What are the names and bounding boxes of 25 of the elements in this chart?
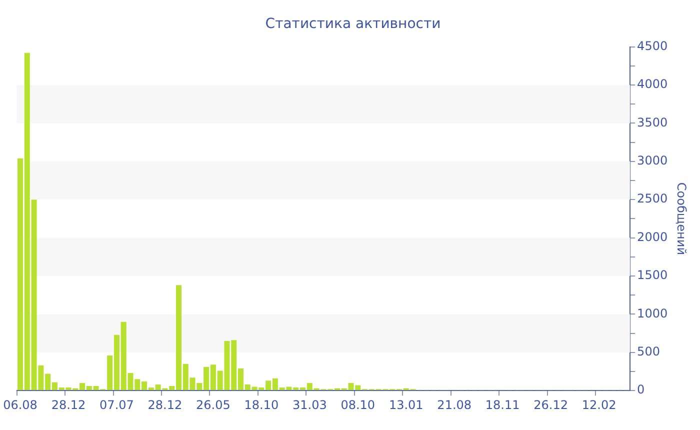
y-tick-label: 4500 — [637, 38, 668, 53]
y-tick-label: 3000 — [637, 154, 668, 168]
y-tick-label: 1500 — [637, 268, 668, 282]
x-tick-label: 18.10 — [244, 398, 279, 412]
x-tick-label: 12.02 — [582, 398, 616, 412]
chart-title: Статистика активности — [265, 16, 441, 32]
y-tick-label: 0 — [637, 382, 645, 397]
x-tick-label: 28.12 — [148, 398, 182, 412]
y-tick-label: 2000 — [637, 230, 668, 244]
y-tick-label: 4000 — [637, 77, 668, 92]
y-tick-label: 500 — [637, 344, 660, 359]
x-tick-label: 28.12 — [51, 398, 86, 412]
x-tick-label: 13.01 — [388, 398, 424, 412]
y-tick-label: 2500 — [637, 192, 668, 206]
x-tick-label: 06.08 — [3, 398, 38, 412]
x-tick-label: 26.12 — [534, 398, 568, 412]
y-tick-label: 1000 — [637, 306, 668, 320]
y-tick-label: 3500 — [637, 115, 668, 130]
y-axis-title: Сообщений — [674, 182, 689, 255]
x-tick-label: 26.05 — [196, 398, 230, 412]
x-tick-label: 21.08 — [437, 398, 472, 412]
x-tick-label: 07.07 — [100, 398, 134, 412]
x-tick-label: 08.10 — [340, 398, 376, 412]
x-tick-label: 18.11 — [485, 398, 520, 412]
x-tick-label: 31.03 — [292, 398, 327, 412]
